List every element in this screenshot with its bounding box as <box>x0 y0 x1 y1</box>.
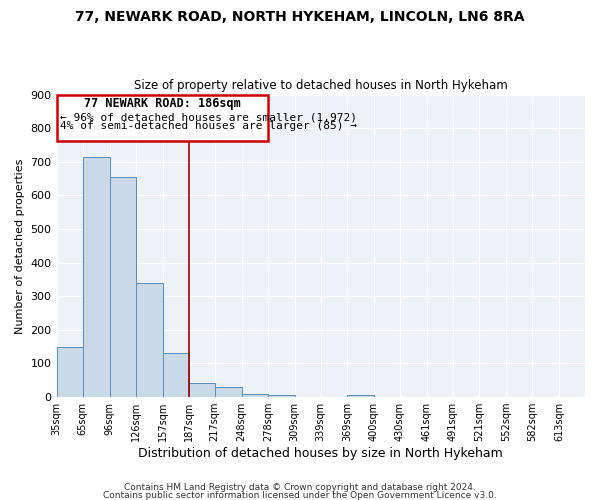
Bar <box>163 354 188 397</box>
X-axis label: Distribution of detached houses by size in North Hykeham: Distribution of detached houses by size … <box>139 447 503 460</box>
Text: Contains public sector information licensed under the Open Government Licence v3: Contains public sector information licen… <box>103 491 497 500</box>
Bar <box>188 382 215 397</box>
Text: 77, NEWARK ROAD, NORTH HYKEHAM, LINCOLN, LN6 8RA: 77, NEWARK ROAD, NORTH HYKEHAM, LINCOLN,… <box>75 10 525 24</box>
Y-axis label: Number of detached properties: Number of detached properties <box>15 158 25 334</box>
Bar <box>136 283 163 397</box>
Bar <box>347 396 374 397</box>
Bar <box>268 396 295 397</box>
Text: 4% of semi-detached houses are larger (85) →: 4% of semi-detached houses are larger (8… <box>60 122 357 132</box>
Title: Size of property relative to detached houses in North Hykeham: Size of property relative to detached ho… <box>134 79 508 92</box>
Bar <box>215 387 242 397</box>
Text: 77 NEWARK ROAD: 186sqm: 77 NEWARK ROAD: 186sqm <box>84 97 241 110</box>
Text: ← 96% of detached houses are smaller (1,972): ← 96% of detached houses are smaller (1,… <box>60 112 357 122</box>
Bar <box>242 394 268 397</box>
Bar <box>56 94 268 141</box>
Bar <box>83 156 110 397</box>
Bar <box>110 177 136 397</box>
Bar <box>56 346 83 397</box>
Text: Contains HM Land Registry data © Crown copyright and database right 2024.: Contains HM Land Registry data © Crown c… <box>124 484 476 492</box>
